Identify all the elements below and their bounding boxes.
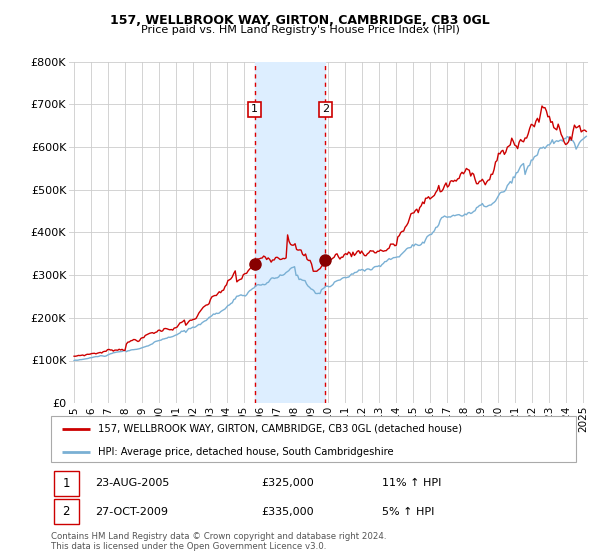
FancyBboxPatch shape bbox=[53, 470, 79, 496]
Text: £335,000: £335,000 bbox=[261, 507, 314, 517]
Text: 1: 1 bbox=[251, 104, 258, 114]
Text: 157, WELLBROOK WAY, GIRTON, CAMBRIDGE, CB3 0GL: 157, WELLBROOK WAY, GIRTON, CAMBRIDGE, C… bbox=[110, 14, 490, 27]
Text: Contains HM Land Registry data © Crown copyright and database right 2024.
This d: Contains HM Land Registry data © Crown c… bbox=[51, 532, 386, 552]
Text: 23-AUG-2005: 23-AUG-2005 bbox=[95, 478, 170, 488]
Text: HPI: Average price, detached house, South Cambridgeshire: HPI: Average price, detached house, Sout… bbox=[98, 447, 394, 457]
Text: £325,000: £325,000 bbox=[261, 478, 314, 488]
Text: 5% ↑ HPI: 5% ↑ HPI bbox=[382, 507, 434, 517]
FancyBboxPatch shape bbox=[51, 416, 576, 462]
Text: 1: 1 bbox=[62, 477, 70, 490]
Text: Price paid vs. HM Land Registry's House Price Index (HPI): Price paid vs. HM Land Registry's House … bbox=[140, 25, 460, 35]
Text: 27-OCT-2009: 27-OCT-2009 bbox=[95, 507, 169, 517]
Text: 2: 2 bbox=[62, 505, 70, 519]
Text: 157, WELLBROOK WAY, GIRTON, CAMBRIDGE, CB3 0GL (detached house): 157, WELLBROOK WAY, GIRTON, CAMBRIDGE, C… bbox=[98, 424, 462, 434]
Bar bbox=[255, 62, 325, 403]
FancyBboxPatch shape bbox=[53, 499, 79, 525]
Text: 2: 2 bbox=[322, 104, 329, 114]
Text: 11% ↑ HPI: 11% ↑ HPI bbox=[382, 478, 441, 488]
